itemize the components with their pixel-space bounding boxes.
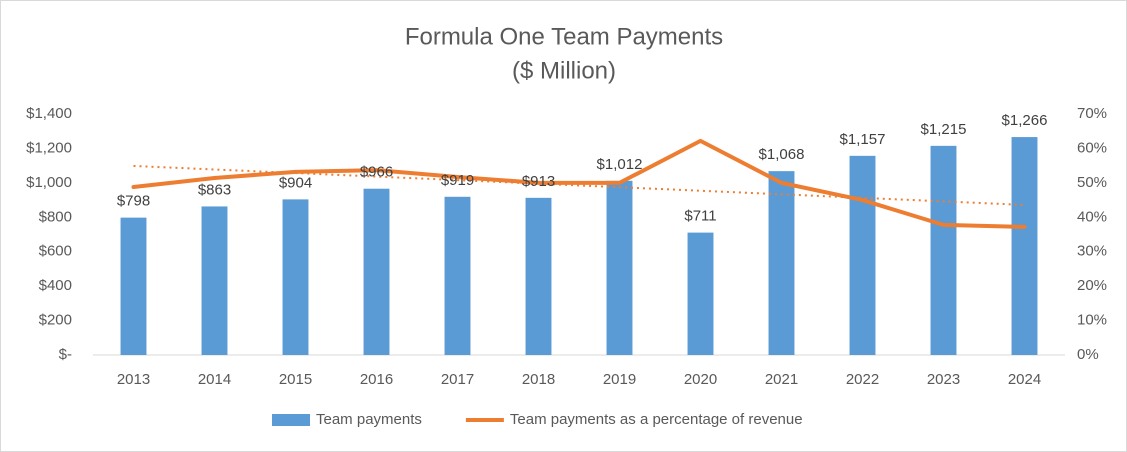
- bar: [525, 197, 552, 355]
- y-tick-label: $400: [39, 277, 72, 294]
- bar: [606, 180, 633, 355]
- legend-label: Team payments: [316, 411, 422, 428]
- data-label: $1,266: [1002, 112, 1048, 129]
- data-label: $904: [279, 174, 312, 191]
- x-tick-label: 2023: [927, 371, 960, 388]
- bar: [1011, 137, 1038, 355]
- data-label: $863: [198, 181, 231, 198]
- x-tick-label: 2019: [603, 371, 636, 388]
- data-label: $711: [684, 208, 716, 225]
- bar: [282, 199, 309, 355]
- legend-label: Team payments as a percentage of revenue: [510, 411, 803, 428]
- bar: [120, 217, 147, 355]
- x-tick-label: 2024: [1008, 371, 1041, 388]
- bar: [930, 145, 957, 355]
- legend-swatch: [272, 414, 310, 426]
- y-tick-label: $-: [59, 346, 72, 363]
- data-label: $913: [522, 173, 555, 190]
- data-label: $1,012: [597, 156, 643, 173]
- x-tick-label: 2021: [765, 371, 798, 388]
- data-label: $919: [441, 172, 474, 189]
- y-tick-label: $1,400: [26, 105, 72, 122]
- x-tick-label: 2017: [441, 371, 474, 388]
- y-tick-label: $600: [39, 243, 72, 260]
- y2-tick-label: 70%: [1077, 105, 1107, 122]
- x-tick-label: 2016: [360, 371, 393, 388]
- trendline: [133, 164, 1025, 206]
- data-label: $966: [360, 164, 393, 181]
- y2-tick-label: 60%: [1077, 139, 1107, 156]
- y-tick-label: $1,200: [26, 139, 72, 156]
- y2-tick-label: 20%: [1077, 277, 1107, 294]
- bar: [687, 232, 714, 355]
- y2-tick-label: 0%: [1077, 346, 1099, 363]
- bar: [849, 155, 876, 355]
- x-tick-label: 2015: [279, 371, 312, 388]
- x-tick-label: 2014: [198, 371, 231, 388]
- x-tick-label: 2020: [684, 371, 717, 388]
- y2-tick-label: 40%: [1077, 208, 1107, 225]
- data-label: $798: [117, 193, 150, 210]
- chart-subtitle: ($ Million): [512, 57, 616, 84]
- bar: [768, 171, 795, 355]
- bar: [444, 196, 471, 355]
- data-label: $1,157: [840, 131, 886, 148]
- y2-tick-label: 30%: [1077, 243, 1107, 260]
- y2-tick-label: 10%: [1077, 312, 1107, 329]
- y-tick-label: $1,000: [26, 174, 72, 191]
- data-label: $1,215: [921, 121, 967, 138]
- y2-tick-label: 50%: [1077, 174, 1107, 191]
- x-tick-label: 2013: [117, 371, 150, 388]
- line: [131, 138, 1027, 229]
- bar: [363, 188, 390, 355]
- bar: [201, 206, 228, 355]
- x-tick-label: 2018: [522, 371, 555, 388]
- data-label: $1,068: [759, 146, 805, 163]
- y-tick-label: $800: [39, 208, 72, 225]
- y-tick-label: $200: [39, 312, 72, 329]
- x-tick-label: 2022: [846, 371, 879, 388]
- chart-title: Formula One Team Payments: [405, 23, 723, 50]
